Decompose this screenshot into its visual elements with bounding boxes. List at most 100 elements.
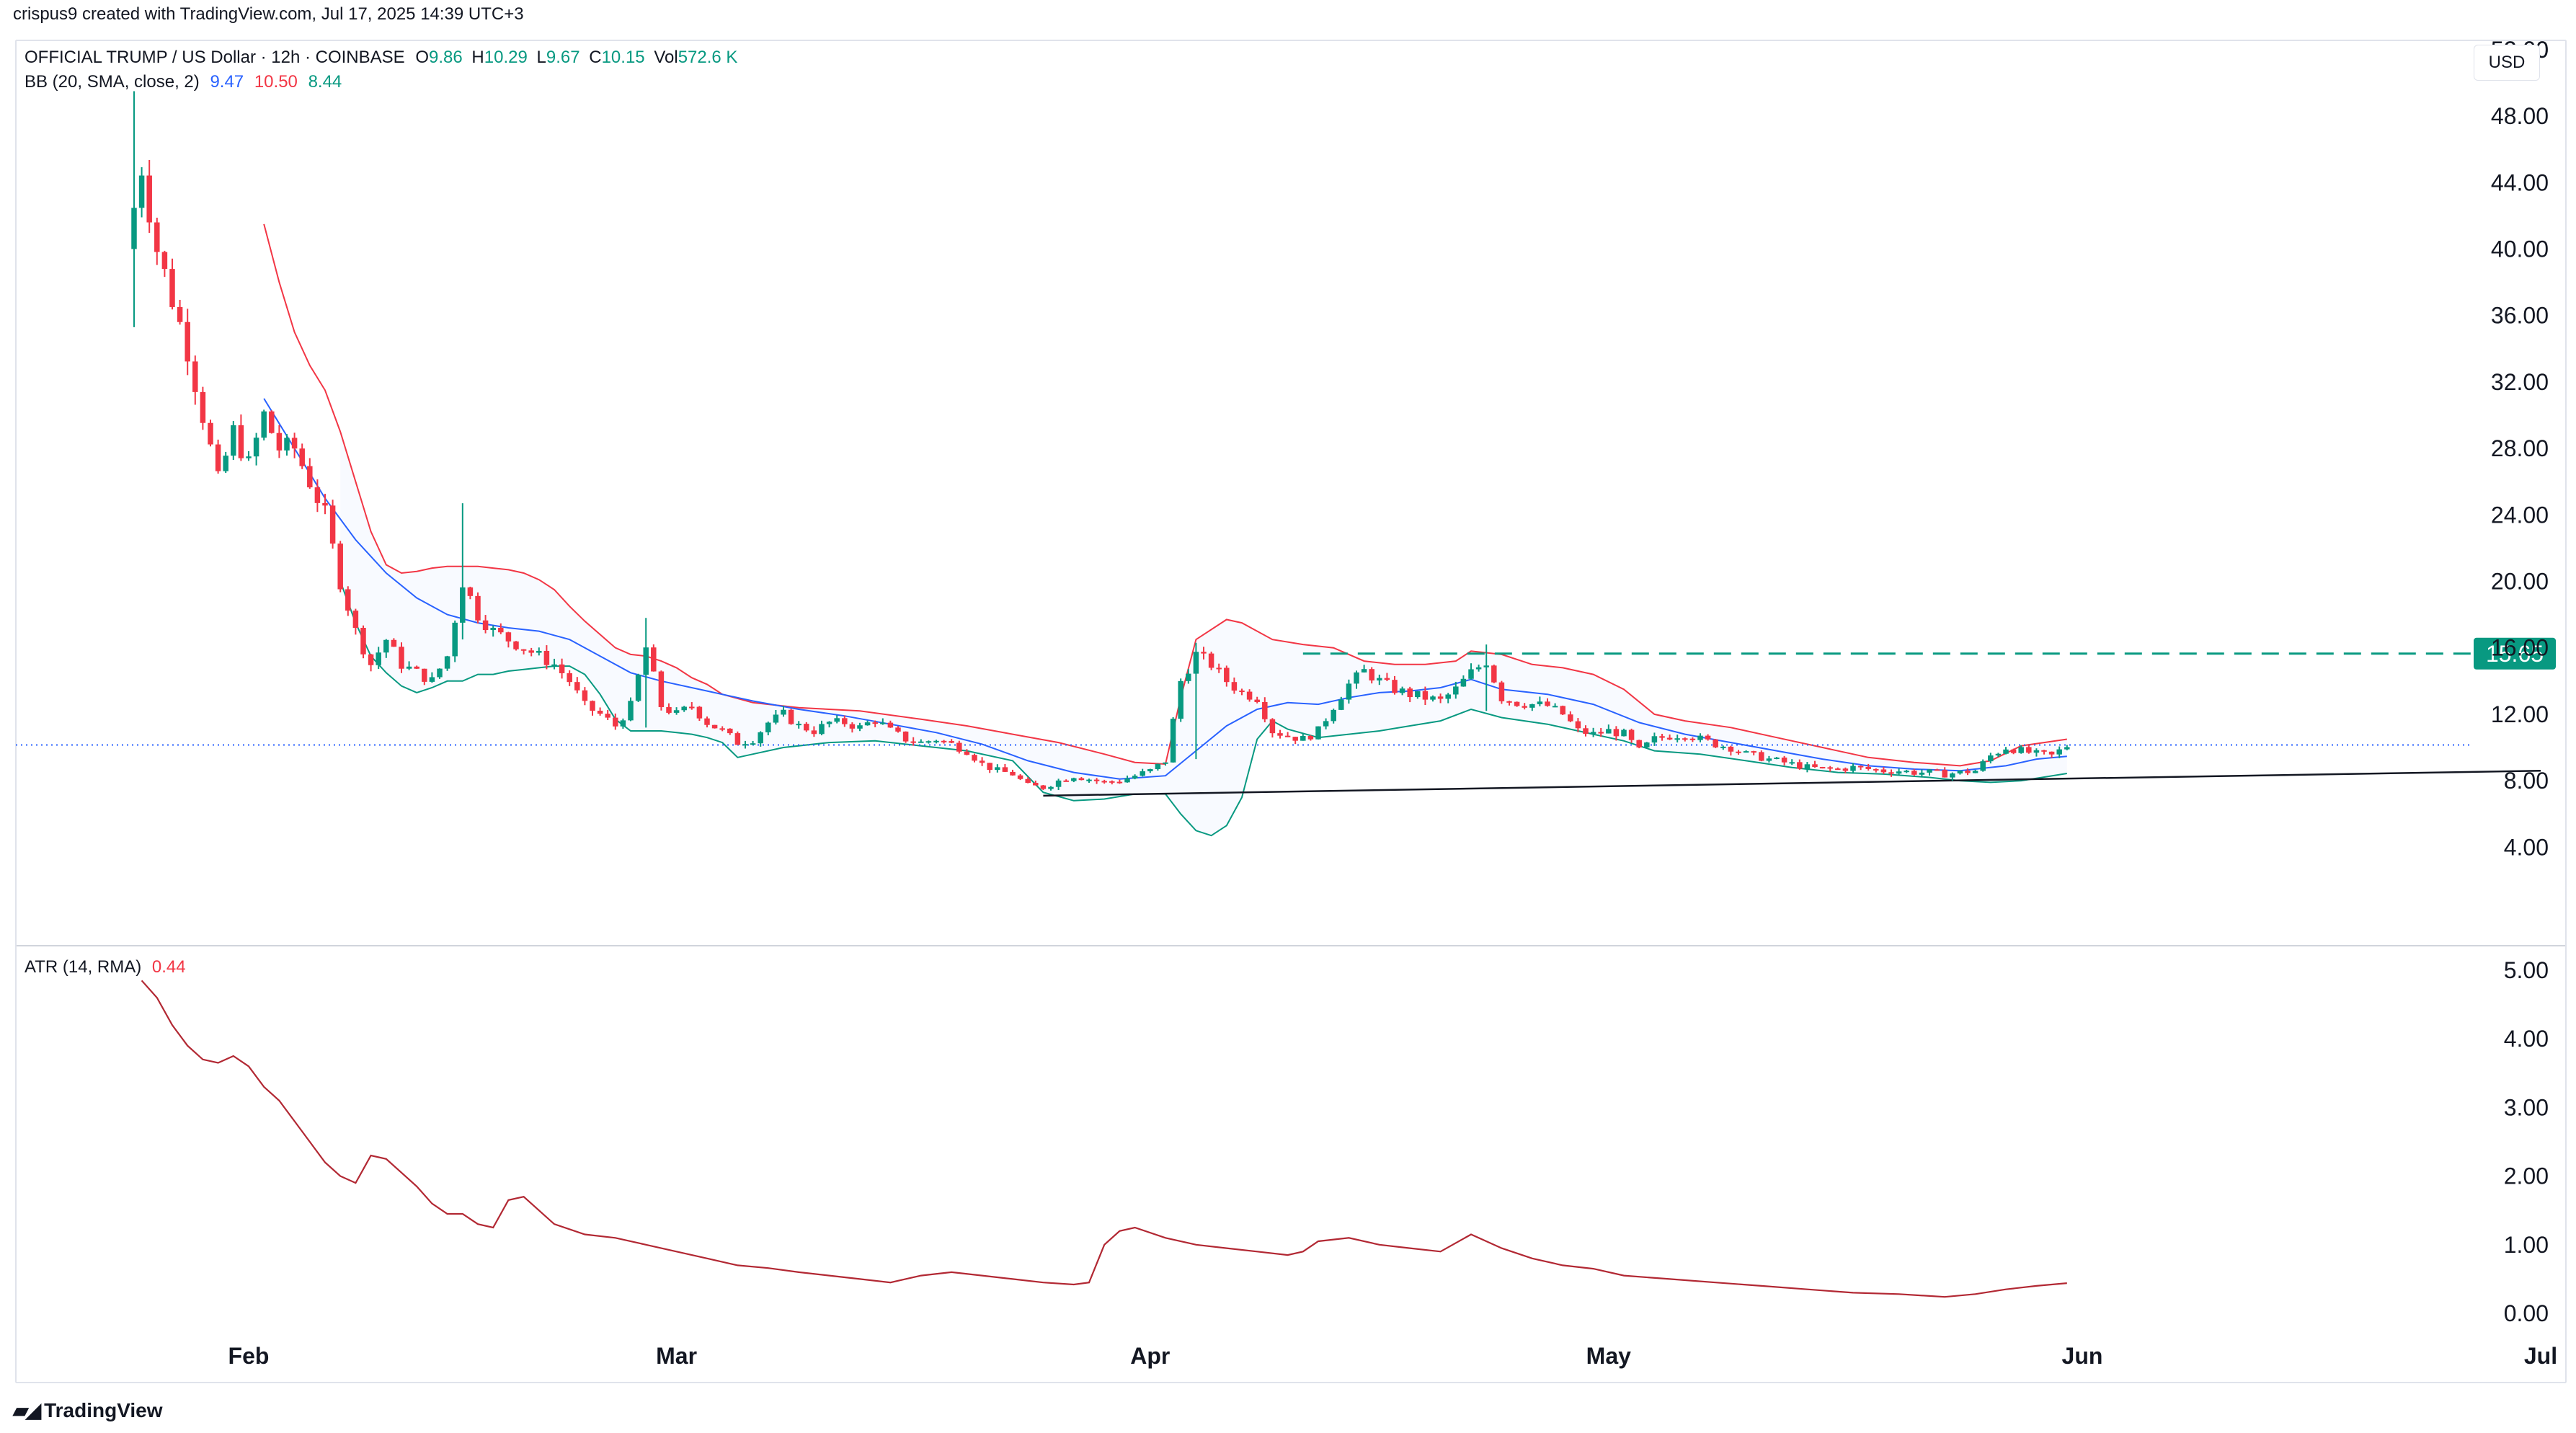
price-axis-tick: 24.00 xyxy=(2491,502,2549,528)
candle-body xyxy=(1040,785,1047,789)
price-axis-tick: 4.00 xyxy=(2504,834,2549,860)
candle-body xyxy=(475,595,481,621)
candle-body xyxy=(788,709,794,724)
candle-body xyxy=(161,252,168,270)
candle-body xyxy=(1674,738,1680,740)
candle-body xyxy=(1300,736,1306,741)
candle-body xyxy=(1636,740,1642,747)
high-value: 10.29 xyxy=(484,48,528,67)
candle-body xyxy=(1865,766,1871,769)
candle-body xyxy=(505,632,512,642)
candle-body xyxy=(437,668,443,678)
candle-body xyxy=(2041,750,2047,752)
candle-body xyxy=(200,391,206,423)
candle-body xyxy=(2064,747,2070,750)
candle-body xyxy=(1934,769,1940,771)
candle-body xyxy=(696,706,703,719)
candle-body xyxy=(1254,699,1260,702)
close-value: 10.15 xyxy=(601,48,645,67)
candle-body xyxy=(1759,752,1764,761)
candle-body xyxy=(1713,739,1718,747)
candle-body xyxy=(1568,714,1573,722)
time-axis-tick: Apr xyxy=(1130,1343,1170,1369)
candle-body xyxy=(253,438,259,457)
candle-body xyxy=(337,544,343,590)
candle-body xyxy=(1552,706,1558,708)
candle-body xyxy=(177,306,183,322)
atr-axis-tick: 0.00 xyxy=(2504,1300,2549,1326)
chart-caption: crispus9 created with TradingView.com, J… xyxy=(13,4,524,24)
candle-body xyxy=(1720,746,1726,748)
candle-body xyxy=(1491,665,1497,683)
candle-body xyxy=(620,720,626,727)
candle-body xyxy=(1850,766,1856,771)
candle-body xyxy=(1743,751,1749,753)
candle-body xyxy=(1415,691,1421,698)
candle-body xyxy=(1002,767,1008,772)
price-axis-tick: 28.00 xyxy=(2491,435,2549,461)
candle-body xyxy=(949,741,954,743)
atr-series-line xyxy=(141,980,2067,1298)
candle-body xyxy=(1307,736,1314,740)
candle-body xyxy=(1445,694,1451,699)
candle-body xyxy=(972,755,977,761)
candle-body xyxy=(1292,737,1298,741)
candle-body xyxy=(1965,771,1971,773)
candle-body xyxy=(1537,701,1543,704)
candle-body xyxy=(651,647,657,672)
grid-lines xyxy=(15,40,2567,1383)
low-value: 9.67 xyxy=(546,48,580,67)
candle-body xyxy=(995,767,1000,771)
candle-body xyxy=(444,656,450,669)
candle-body xyxy=(1682,738,1688,740)
candle-body xyxy=(1873,768,1879,771)
candle-body xyxy=(758,732,763,744)
candle-body xyxy=(1399,688,1405,693)
candle-body xyxy=(1766,758,1772,761)
currency-button[interactable]: USD xyxy=(2474,45,2540,81)
candle-body xyxy=(528,650,534,653)
candle-body xyxy=(1231,682,1238,691)
candle-body xyxy=(681,706,687,711)
candle-body xyxy=(1109,781,1115,783)
time-axis-tick: Jul xyxy=(2524,1343,2557,1369)
candle-body xyxy=(1988,755,1994,762)
candle-body xyxy=(1055,780,1062,787)
candle-body xyxy=(490,627,496,631)
bb-basis-line xyxy=(263,398,2067,780)
candle-body xyxy=(192,361,198,392)
candle-body xyxy=(2026,747,2032,753)
candles xyxy=(131,91,2070,791)
candle-body xyxy=(864,722,871,726)
candle-body xyxy=(238,425,244,458)
candle-body xyxy=(1354,672,1359,684)
candle-body xyxy=(1460,678,1467,687)
candle-body xyxy=(628,701,634,721)
candle-body xyxy=(1972,771,1978,773)
candle-body xyxy=(987,763,992,771)
atr-axis-tick: 2.00 xyxy=(2504,1163,2549,1189)
atr-axis-tick: 1.00 xyxy=(2504,1232,2549,1258)
price-badge: 15.65 xyxy=(2486,641,2544,667)
candle-body xyxy=(352,611,359,629)
level-lines: 15.65 xyxy=(16,637,2556,797)
candle-body xyxy=(467,587,474,596)
candle-body xyxy=(1812,764,1818,768)
candle-body xyxy=(1407,688,1413,698)
candle-body xyxy=(1498,682,1505,701)
candle-body xyxy=(933,740,939,742)
candle-body xyxy=(1621,729,1627,737)
candle-body xyxy=(1124,778,1130,783)
candle-body xyxy=(582,690,588,701)
candle-body xyxy=(1804,764,1811,769)
candle-body xyxy=(1338,699,1344,710)
candle-body xyxy=(1017,775,1023,779)
candle-body xyxy=(1919,772,1925,775)
candle-body xyxy=(1880,769,1887,773)
high-label: H xyxy=(471,48,484,67)
candle-body xyxy=(276,432,283,451)
candle-body xyxy=(910,741,916,743)
candle-body xyxy=(1384,678,1390,680)
candle-body xyxy=(1827,767,1833,769)
